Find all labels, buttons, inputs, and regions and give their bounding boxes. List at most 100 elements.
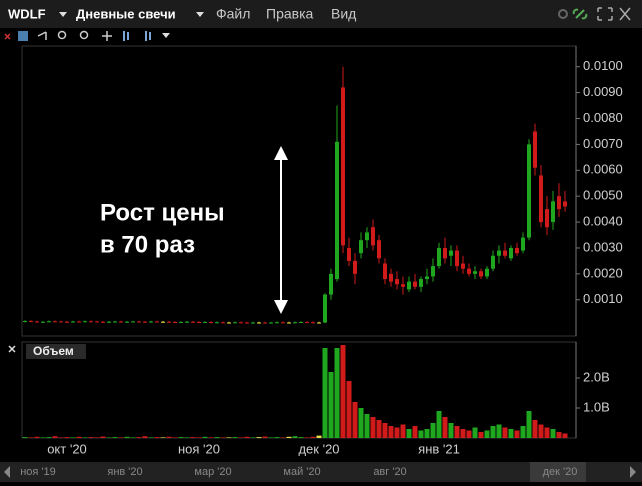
volume-bar: [454, 426, 460, 438]
navigator[interactable]: [0, 462, 642, 482]
candle-body: [275, 322, 279, 324]
candle-body: [437, 247, 441, 267]
candle-body: [509, 247, 513, 259]
scroll-right[interactable]: [630, 466, 636, 478]
candle-body: [161, 321, 165, 323]
candle-body: [233, 322, 237, 324]
volume-bar: [64, 437, 70, 438]
candle-body: [209, 322, 213, 324]
candle-body: [359, 240, 363, 254]
toolbar-line[interactable]: [37, 31, 47, 40]
candle-body: [389, 273, 393, 282]
volume-bar: [238, 437, 244, 438]
symbol[interactable]: WDLF: [8, 6, 46, 21]
volume-bar: [118, 437, 124, 438]
volume-bar: [40, 437, 46, 438]
volume-bar: [526, 411, 532, 438]
candle-body: [59, 321, 63, 323]
candle-body: [467, 268, 471, 274]
candle-body: [101, 321, 105, 323]
navigator-window[interactable]: [530, 462, 586, 482]
candle-body: [263, 322, 267, 324]
candle-body: [383, 263, 387, 280]
candle-body: [89, 321, 93, 323]
volume-bar: [304, 437, 310, 438]
volume-bar: [256, 437, 262, 438]
candle-body: [281, 322, 285, 324]
scroll-left[interactable]: [4, 466, 10, 478]
candle-body: [173, 322, 177, 324]
close-icon[interactable]: [619, 7, 631, 21]
dropdown-arrow[interactable]: [196, 12, 204, 17]
toolbar-close[interactable]: [4, 33, 11, 40]
candle-body: [443, 247, 447, 259]
volume-bar: [250, 437, 256, 438]
settings-icon[interactable]: [558, 9, 568, 19]
toolbar-scale[interactable]: [145, 31, 151, 41]
volume-bar: [316, 435, 322, 438]
volume-bar: [244, 436, 250, 438]
volume-bar: [166, 436, 172, 438]
volume-bar: [418, 430, 424, 438]
volume-bar: [196, 437, 202, 438]
toolbar-zoom-out[interactable]: [79, 30, 89, 40]
menu-item[interactable]: Вид: [331, 6, 356, 22]
candle-body: [215, 322, 219, 324]
volume-bar: [310, 436, 316, 438]
maximize-icon[interactable]: [597, 7, 613, 21]
volume-bar: [412, 426, 418, 438]
candle-body: [431, 266, 435, 277]
volume-bar: [364, 414, 370, 438]
candle-body: [473, 271, 477, 274]
y-tick-label: 0.0020: [583, 265, 623, 280]
volume-bar: [226, 437, 232, 438]
candle-body: [239, 322, 243, 324]
candle-body: [287, 322, 291, 324]
toolbar-more[interactable]: [162, 33, 170, 38]
toolbar-crosshair[interactable]: [102, 31, 112, 41]
menu-item[interactable]: Правка: [266, 6, 314, 22]
volume-bar: [34, 436, 40, 438]
candle-body: [29, 320, 33, 322]
volume-bar: [358, 408, 364, 438]
candle-body: [557, 196, 561, 210]
candle-body: [155, 321, 159, 323]
dropdown-arrow[interactable]: [59, 12, 67, 17]
volume-bar: [184, 437, 190, 438]
toolbar-text[interactable]: [18, 31, 28, 41]
volume-bar: [154, 437, 160, 438]
candle-body: [179, 322, 183, 324]
candle-body: [167, 321, 171, 323]
volume-bar: [148, 437, 154, 438]
candle-body: [563, 201, 567, 207]
volume-bar: [352, 402, 358, 438]
volume-bar: [172, 437, 178, 438]
candle-body: [113, 321, 117, 323]
volume-bar: [430, 423, 436, 438]
x-tick-label: дек '20: [298, 441, 339, 456]
candle-body: [341, 87, 345, 246]
candle-body: [191, 321, 195, 323]
candle-body: [71, 321, 75, 323]
candle-body: [119, 321, 123, 323]
candle-body: [317, 322, 321, 324]
volume-bar: [322, 348, 328, 438]
menu-bar: [0, 0, 642, 28]
toolbar-fit[interactable]: [123, 31, 129, 41]
y-tick-label: 2.0B: [583, 369, 610, 384]
candle-body: [491, 255, 495, 269]
period[interactable]: Дневные свечи: [76, 6, 176, 21]
link-icon[interactable]: [572, 8, 588, 20]
candle-body: [413, 281, 417, 287]
volume-bar: [292, 436, 298, 438]
volume-bar: [76, 436, 82, 438]
y-tick-label: 1.0B: [583, 399, 610, 414]
navigator-label: янв '20: [107, 466, 142, 478]
panel-close[interactable]: [8, 345, 16, 353]
candle-body: [479, 271, 483, 277]
menu-item[interactable]: Файл: [216, 6, 250, 22]
y-tick-label: 0.0060: [583, 162, 623, 177]
toolbar-zoom-in[interactable]: [57, 30, 67, 40]
candle-body: [35, 321, 39, 323]
